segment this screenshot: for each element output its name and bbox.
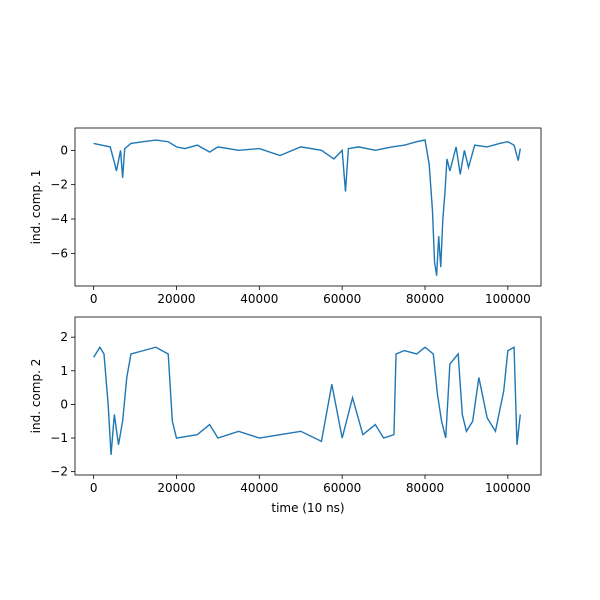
subplot-2-ytick-label: 2 <box>60 330 68 344</box>
subplot-1-ylabel: ind. comp. 1 <box>29 170 43 245</box>
subplot-1-xtick-label: 60000 <box>323 292 361 306</box>
subplot-2-xtick-label: 40000 <box>240 481 278 495</box>
subplot-1-ytick-label: −6 <box>50 246 68 260</box>
subplot-1-xticks: 0 20000 40000 60000 80000 100000 <box>90 286 531 306</box>
subplot-2-xticks: 0 20000 40000 60000 80000 100000 <box>90 475 531 495</box>
subplot-2-ytick-label: −1 <box>50 431 68 445</box>
series-line-2 <box>93 345 521 455</box>
subplot-1-xtick-label: 0 <box>90 292 98 306</box>
subplot-1-xtick-label: 100000 <box>485 292 531 306</box>
subplot-2-xtick-label: 60000 <box>323 481 361 495</box>
subplot-2-xtick-label: 0 <box>90 481 98 495</box>
subplot-1: 0 20000 40000 60000 80000 100000 0 −2 −4 −6 ind.… <box>29 127 542 306</box>
subplot-1-ytick-label: 0 <box>60 143 68 157</box>
subplot-1-yticks: 0 −2 −4 −6 <box>50 143 75 260</box>
series-line-1 <box>93 139 521 276</box>
subplot-1-ytick-label: −2 <box>50 178 68 192</box>
subplot-2-ytick-label: −2 <box>50 465 68 479</box>
subplot-2-ytick-label: 1 <box>60 364 68 378</box>
subplot-2-ytick-label: 0 <box>60 397 68 411</box>
subplot-2-xlabel: time (10 ns) <box>271 501 344 515</box>
subplot-2-xtick-label: 80000 <box>406 481 444 495</box>
subplot-2-frame <box>74 316 542 476</box>
subplot-1-ytick-label: −4 <box>50 212 68 226</box>
subplot-2-ylabel: ind. comp. 2 <box>29 359 43 434</box>
subplot-1-xtick-label: 40000 <box>240 292 278 306</box>
subplot-1-frame <box>74 127 542 287</box>
subplot-2-xtick-label: 100000 <box>485 481 531 495</box>
subplot-2-xtick-label: 20000 <box>157 481 195 495</box>
subplot-1-xtick-label: 80000 <box>406 292 444 306</box>
subplot-2: 0 20000 40000 60000 80000 100000 2 1 0 −1 −2 ind.… <box>29 316 542 515</box>
subplot-2-yticks: 2 1 0 −1 −2 <box>50 330 75 479</box>
subplot-1-xtick-label: 20000 <box>157 292 195 306</box>
